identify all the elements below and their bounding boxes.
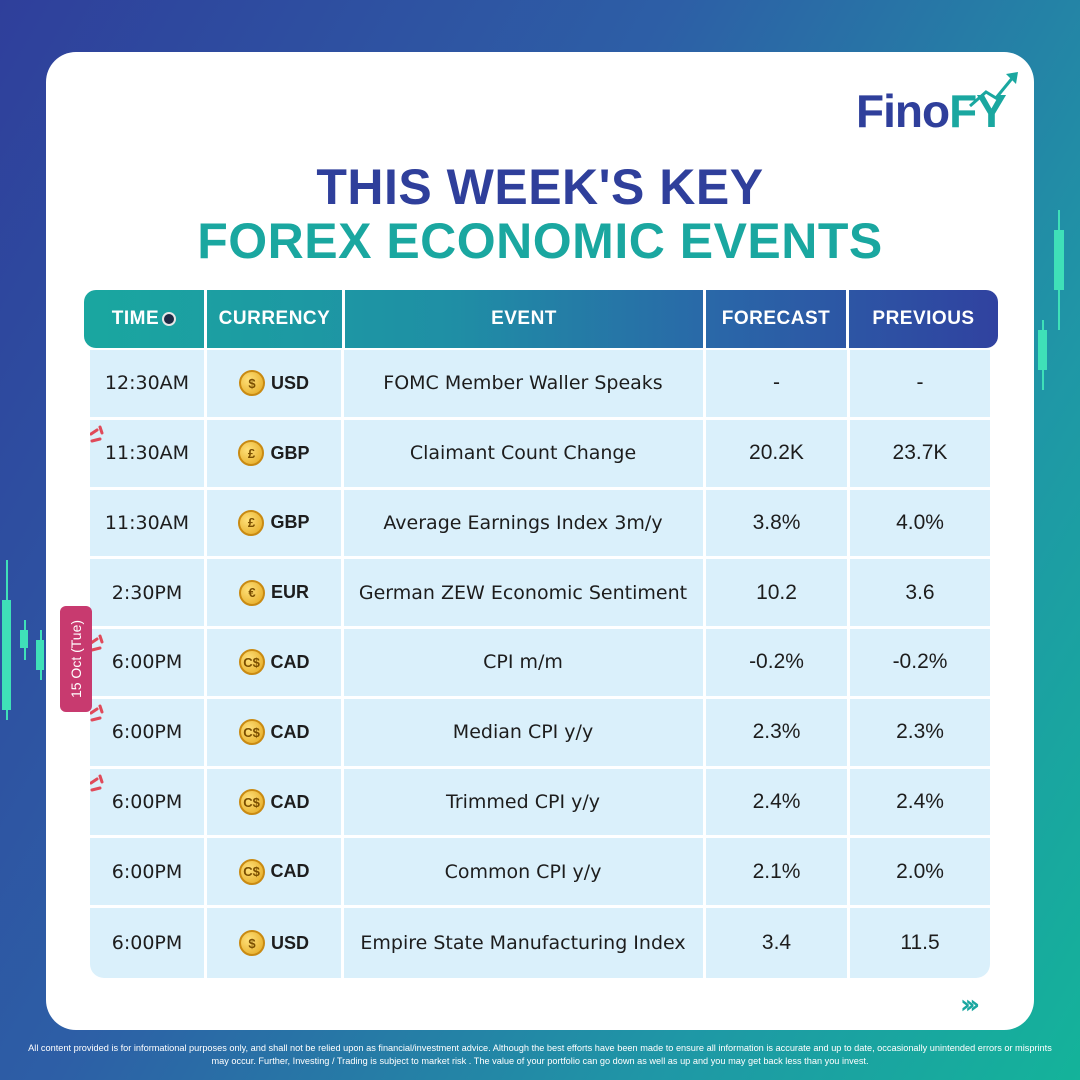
page-title-line2: FOREX ECONOMIC EVENTS [197, 213, 883, 269]
time-cell: 6:00PM [111, 721, 183, 744]
coin-icon: C$ [238, 789, 265, 816]
previous-cell: 11.5 [900, 931, 940, 955]
finofy-logo: FinoFY [848, 70, 1018, 140]
table-row: 11:30AM £ GBP Claimant Count Change 20.2K 23.… [90, 420, 990, 490]
forecast-cell: 20.2K [749, 441, 804, 465]
coin-icon: $ [238, 370, 265, 397]
coin-icon: C$ [238, 858, 265, 885]
event-cell: Claimant Count Change [409, 442, 637, 465]
time-cell: 11:30AM [104, 442, 190, 465]
forecast-cell: 2.3% [752, 720, 801, 744]
col-previous: PREVIOUS [872, 308, 975, 329]
forecast-cell: 3.8% [752, 510, 801, 534]
table-row: 6:00PM C$ CAD Median CPI y/y 2.3% 2.3% [90, 699, 990, 769]
date-tab: 15 Oct (Tue) [60, 606, 92, 712]
time-cell: 12:30AM [104, 372, 190, 395]
next-arrows-icon[interactable]: ››› [960, 990, 980, 1020]
previous-cell: 2.0% [896, 859, 944, 883]
event-cell: Empire State Manufacturing Index [360, 932, 686, 955]
coin-icon: $ [238, 930, 265, 957]
event-cell: Average Earnings Index 3m/y [383, 511, 663, 534]
disclaimer: All content provided is for informationa… [28, 1043, 1052, 1066]
table-row: 11:30AM £ GBP Average Earnings Index 3m/y 3.… [90, 490, 990, 560]
time-cell: 6:00PM [111, 651, 183, 674]
col-event: EVENT [491, 308, 557, 329]
col-time: TIME [84, 290, 204, 348]
time-cell: 6:00PM [111, 932, 183, 955]
alert-icon [90, 774, 104, 792]
table-row: 2:30PM € EUR German ZEW Economic Sentiment 1… [90, 559, 990, 630]
table-row: 6:00PM $ USD Empire State Manufacturing Ind… [90, 908, 990, 978]
events-table: 12:30AM $ USD FOMC Member Waller Speaks - - 11… [90, 350, 990, 978]
alert-icon [90, 634, 104, 652]
alert-icon [90, 425, 104, 443]
page-title-line1: THIS WEEK'S KEY [316, 159, 764, 215]
event-cell: Common CPI y/y [444, 860, 602, 883]
time-cell: 6:00PM [111, 860, 183, 883]
table-row: 6:00PM C$ CAD Common CPI y/y 2.1% 2.0% [90, 838, 990, 909]
currency-cell: £ GBP [207, 490, 341, 557]
coin-icon: £ [238, 440, 265, 467]
event-cell: Median CPI y/y [452, 721, 594, 744]
currency-cell: $ USD [207, 908, 341, 978]
forecast-cell: 2.1% [752, 859, 801, 883]
previous-cell: 2.3% [896, 720, 944, 744]
forecast-cell: 10.2 [756, 580, 797, 604]
forecast-cell: 2.4% [752, 790, 801, 814]
col-currency: CURRENCY [218, 308, 331, 329]
event-cell: FOMC Member Waller Speaks [383, 372, 663, 395]
currency-cell: C$ CAD [207, 769, 341, 836]
previous-cell: 4.0% [896, 510, 944, 534]
previous-cell: 2.4% [896, 790, 944, 814]
previous-cell: 23.7K [892, 441, 948, 465]
table-header: TIME CURRENCY EVENT FORECAST PREVIOUS [84, 290, 998, 348]
coin-icon: C$ [238, 719, 265, 746]
currency-cell: C$ CAD [207, 838, 341, 905]
event-cell: Trimmed CPI y/y [446, 791, 600, 814]
time-cell: 2:30PM [111, 581, 183, 604]
alert-icon [90, 704, 104, 722]
time-cell: 6:00PM [111, 791, 183, 814]
table-row: 12:30AM $ USD FOMC Member Waller Speaks - - [90, 350, 990, 420]
currency-cell: € EUR [207, 559, 341, 626]
previous-cell: -0.2% [892, 650, 948, 674]
chart-arrow-icon [969, 72, 1018, 108]
previous-cell: 3.6 [905, 580, 935, 604]
currency-cell: C$ CAD [207, 699, 341, 766]
currency-cell: C$ CAD [207, 629, 341, 696]
watch-icon [162, 312, 177, 326]
col-forecast: FORECAST [721, 308, 831, 329]
table-row: 6:00PM C$ CAD CPI m/m -0.2% -0.2% [90, 629, 990, 699]
forecast-cell: -0.2% [749, 650, 804, 674]
previous-cell: - [916, 371, 924, 395]
event-cell: CPI m/m [483, 651, 563, 674]
forecast-cell: - [773, 371, 780, 395]
currency-cell: £ GBP [207, 420, 341, 487]
table-row: 6:00PM C$ CAD Trimmed CPI y/y 2.4% 2.4% [90, 769, 990, 839]
event-cell: German ZEW Economic Sentiment [358, 581, 688, 604]
coin-icon: C$ [238, 649, 265, 676]
coin-icon: £ [238, 509, 265, 536]
time-cell: 11:30AM [104, 511, 190, 534]
forecast-cell: 3.4 [761, 931, 792, 955]
currency-cell: $ USD [207, 350, 341, 417]
coin-icon: € [238, 579, 265, 606]
